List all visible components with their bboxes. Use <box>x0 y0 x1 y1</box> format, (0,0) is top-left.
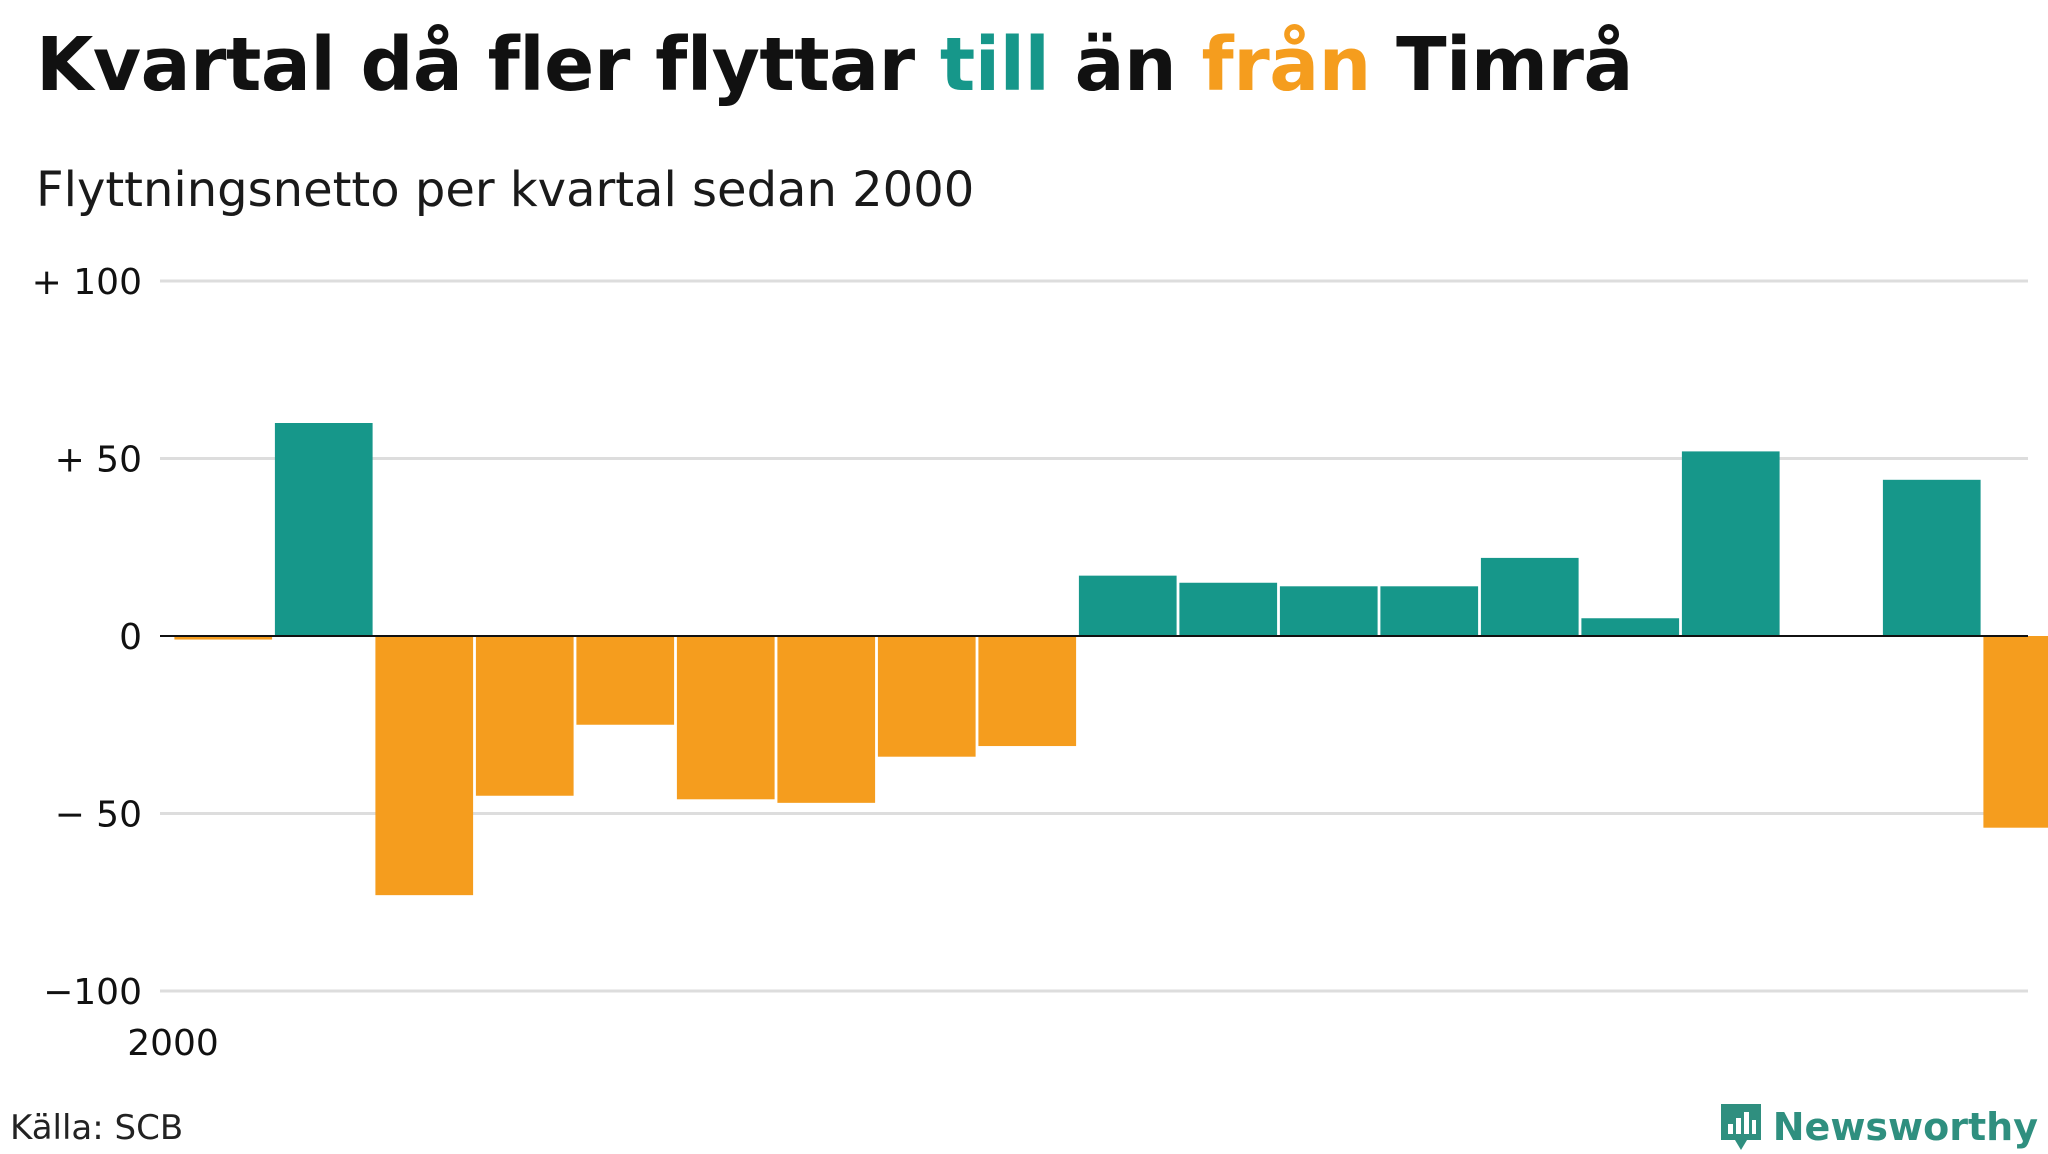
bar <box>1581 618 1680 636</box>
y-tick-label: + 50 <box>55 440 142 481</box>
x-tick-label: 2000 <box>127 1023 219 1064</box>
title-text-end: Timrå <box>1370 22 1633 108</box>
bar <box>174 636 273 640</box>
y-tick-label: −100 <box>43 972 142 1013</box>
bar <box>1279 586 1378 636</box>
bar <box>978 636 1077 747</box>
brand[interactable]: Newsworthy <box>1717 1100 2038 1154</box>
y-axis-labels: + 100 + 50 0 − 50 −100 <box>32 262 142 1013</box>
y-tick-label: 0 <box>119 617 142 658</box>
bar <box>877 636 976 757</box>
bar <box>777 636 876 803</box>
bar <box>676 636 775 800</box>
bar <box>1179 582 1278 636</box>
title-highlight-till: till <box>939 22 1050 108</box>
bar <box>475 636 574 796</box>
chart-title: Kvartal då fler flyttar till än från Tim… <box>36 22 1633 108</box>
source-label: Källa: SCB <box>10 1108 184 1148</box>
title-text-middle: än <box>1049 22 1202 108</box>
brand-name: Newsworthy <box>1772 1105 2038 1149</box>
x-axis-labels: 20002005201020152020 <box>127 1023 219 1064</box>
y-tick-label: − 50 <box>55 795 142 836</box>
bar <box>375 636 474 896</box>
bar <box>1380 586 1479 636</box>
bar <box>1078 575 1177 636</box>
bar <box>1480 557 1579 636</box>
y-tick-label: + 100 <box>32 262 142 303</box>
bar <box>274 423 373 636</box>
bar <box>1882 479 1981 636</box>
bars <box>174 423 2048 896</box>
bar <box>576 636 675 725</box>
title-highlight-fran: från <box>1201 22 1372 108</box>
bar <box>1983 636 2048 828</box>
newsworthy-logo-icon <box>1720 1104 1761 1150</box>
chart-subtitle: Flyttningsnetto per kvartal sedan 2000 <box>36 162 975 218</box>
bar <box>1681 451 1780 636</box>
title-text-start: Kvartal då fler flyttar <box>36 22 940 108</box>
